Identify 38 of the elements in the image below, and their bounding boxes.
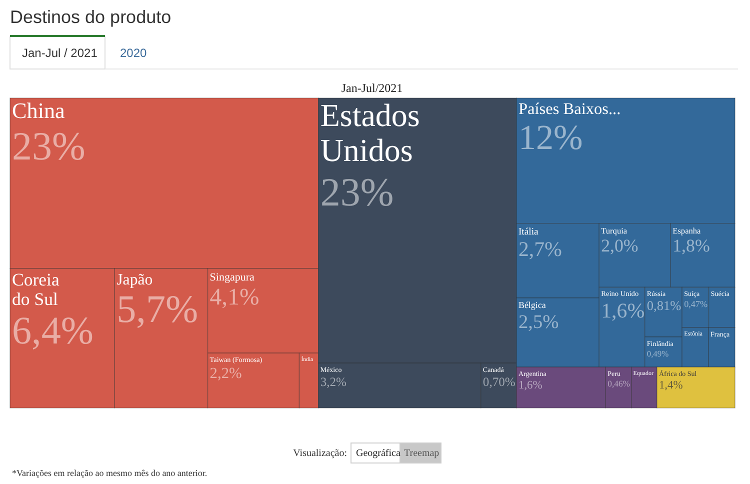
category-label: Itália bbox=[518, 226, 540, 238]
category-label: Estados Unidos bbox=[320, 97, 420, 168]
data-label: 0,70% bbox=[482, 374, 516, 389]
data-label: 0,49% bbox=[646, 348, 669, 359]
category-label: Bélgica bbox=[518, 300, 546, 310]
category-label: Japão bbox=[116, 271, 153, 288]
text: Visualização: bbox=[293, 448, 347, 459]
category-label: Coreia do Sul bbox=[12, 269, 60, 309]
data-label: 1,4% bbox=[658, 380, 684, 392]
text: Destinos do produto bbox=[10, 7, 172, 27]
text: Jan-Jul/2021 bbox=[341, 81, 403, 95]
data-label: 1,6% bbox=[518, 380, 543, 392]
data-label: 1,6% bbox=[601, 298, 645, 322]
data-label: 2,2% bbox=[210, 364, 242, 382]
category-label: Turquia bbox=[601, 226, 628, 236]
text: Jan-Jul / 2021 bbox=[22, 46, 98, 60]
data-label: 1,8% bbox=[672, 236, 710, 256]
data-label: 3,2% bbox=[320, 374, 348, 389]
data-label: 12% bbox=[518, 118, 583, 157]
data-label: 4,1% bbox=[210, 284, 260, 310]
data-label: 0,46% bbox=[608, 378, 630, 389]
category-label: Singapura bbox=[210, 271, 255, 284]
data-label: 0,81% bbox=[646, 298, 682, 313]
data-label: 23% bbox=[320, 169, 394, 214]
data-label: 6,4% bbox=[12, 309, 94, 352]
category-label: China bbox=[12, 98, 66, 123]
data-label: 23% bbox=[12, 123, 86, 168]
text: Geográfica bbox=[356, 448, 401, 459]
data-label: 2,5% bbox=[518, 312, 559, 333]
text: 2020 bbox=[120, 46, 148, 60]
data-label: 2,0% bbox=[601, 236, 638, 256]
data-label: 0,47% bbox=[684, 298, 708, 309]
category-label: Países Baixos... bbox=[518, 99, 621, 118]
text: Treemap bbox=[404, 448, 440, 459]
data-label: 5,7% bbox=[116, 288, 198, 331]
data-label: 2,7% bbox=[518, 237, 562, 262]
category-label: Espanha bbox=[672, 226, 702, 236]
text: *Variações em relação ao mesmo mês do ano anterior. bbox=[12, 468, 208, 478]
